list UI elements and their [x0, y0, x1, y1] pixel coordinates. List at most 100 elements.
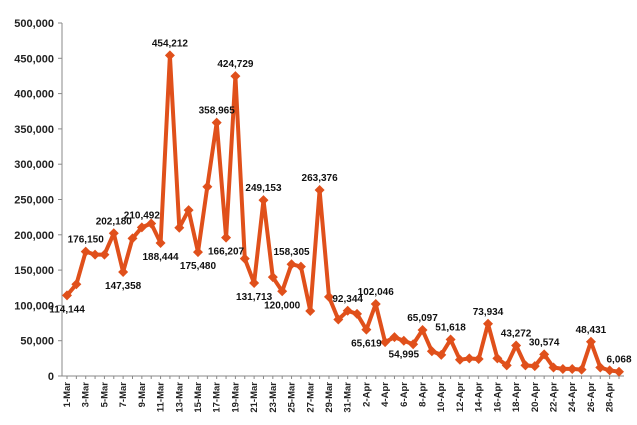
data-point-marker — [80, 246, 91, 257]
data-point-marker — [62, 290, 72, 301]
data-point-marker — [501, 360, 512, 371]
data-label: 73,934 — [473, 307, 504, 318]
x-tick-label: 13-Mar — [174, 382, 185, 413]
data-label: 131,713 — [236, 292, 273, 303]
y-tick-label: 100,000 — [14, 300, 54, 312]
y-tick-label: 400,000 — [14, 89, 54, 101]
x-tick-label: 9-Mar — [137, 382, 148, 408]
x-tick-label: 27-Mar — [305, 382, 316, 413]
data-label: 6,068 — [606, 355, 631, 366]
data-point-marker — [295, 261, 306, 272]
data-point-marker — [604, 365, 615, 376]
data-label: 48,431 — [576, 325, 607, 336]
data-point-marker — [567, 363, 578, 374]
x-tick-label: 18-Apr — [511, 382, 522, 412]
y-tick-label: 200,000 — [14, 230, 54, 242]
data-point-marker — [323, 291, 334, 302]
data-point-marker — [146, 218, 157, 229]
data-label: 249,153 — [245, 183, 282, 194]
x-axis-ticks: 1-Mar 3-Mar 5-Mar 7-Mar 9-Mar 11-Mar 13-Mar 15-… — [62, 376, 620, 413]
data-point-marker — [71, 279, 82, 290]
data-point-marker — [118, 266, 129, 277]
x-tick-label: 28-Apr — [605, 382, 616, 412]
x-tick-label: 12-Apr — [455, 382, 466, 412]
data-label: 175,480 — [180, 261, 217, 272]
data-point-marker — [426, 346, 437, 357]
data-label: 263,376 — [302, 173, 339, 184]
data-point-marker — [239, 253, 250, 264]
data-point-marker — [557, 363, 568, 374]
data-label: 102,046 — [358, 287, 395, 298]
data-point-marker — [389, 332, 400, 343]
x-tick-label: 8-Apr — [418, 382, 429, 407]
data-label: 454,212 — [152, 38, 189, 49]
x-tick-label: 24-Apr — [567, 382, 578, 412]
x-tick-label: 29-Mar — [324, 382, 335, 413]
data-label: 65,619 — [351, 339, 382, 350]
data-point-marker — [127, 233, 138, 244]
data-point-marker — [155, 237, 166, 248]
data-point-marker — [99, 249, 110, 260]
data-point-marker — [417, 325, 428, 336]
y-tick-label: 250,000 — [14, 195, 54, 207]
data-point-marker — [192, 247, 203, 258]
data-point-marker — [202, 181, 213, 192]
x-tick-label: 22-Apr — [549, 382, 560, 412]
x-tick-label: 4-Apr — [380, 382, 391, 407]
data-labels: 114,144 176,150 202,180 147,358 210,492 188,4… — [49, 38, 632, 365]
data-point-marker — [258, 195, 269, 206]
y-tick-label: 350,000 — [14, 124, 54, 136]
data-point-marker — [464, 353, 475, 364]
x-tick-label: 3-Mar — [81, 382, 92, 408]
data-point-marker — [249, 278, 260, 289]
data-point-marker — [221, 232, 232, 243]
x-tick-label: 19-Mar — [230, 382, 241, 413]
x-tick-label: 15-Mar — [193, 382, 204, 413]
data-point-marker — [511, 340, 522, 351]
data-label: 92,344 — [332, 294, 363, 305]
data-point-marker — [614, 366, 624, 377]
data-point-marker — [174, 222, 185, 233]
data-point-marker — [333, 314, 344, 325]
data-label: 188,444 — [142, 252, 179, 263]
data-label: 166,207 — [208, 247, 245, 258]
x-tick-label: 25-Mar — [287, 382, 298, 413]
x-tick-label: 2-Apr — [361, 382, 372, 407]
data-label: 51,618 — [435, 323, 466, 334]
data-label: 202,180 — [96, 216, 133, 227]
data-point-marker — [267, 272, 278, 283]
x-tick-label: 5-Mar — [99, 382, 110, 408]
data-point-marker — [445, 334, 456, 345]
data-label: 30,574 — [529, 337, 560, 348]
x-tick-label: 1-Mar — [62, 382, 73, 408]
data-point-marker — [548, 362, 559, 373]
data-label: 176,150 — [68, 235, 105, 246]
data-point-marker — [211, 117, 222, 128]
y-tick-label: 150,000 — [14, 265, 54, 277]
data-point-marker — [492, 353, 503, 364]
data-point-marker — [398, 335, 409, 346]
data-point-marker — [305, 306, 316, 317]
x-tick-label: 6-Apr — [399, 382, 410, 407]
y-tick-label: 300,000 — [14, 159, 54, 171]
x-tick-label: 23-Mar — [268, 382, 279, 413]
data-point-marker — [585, 336, 596, 347]
data-point-marker — [520, 360, 531, 371]
data-label: 147,358 — [105, 281, 142, 292]
data-point-marker — [483, 318, 494, 329]
data-point-marker — [380, 337, 391, 348]
x-tick-label: 11-Mar — [156, 382, 167, 412]
data-point-marker — [277, 286, 288, 297]
y-axis-ticks: 0 50,000 100,000 150,000 200,000 250,000 300,0… — [14, 18, 62, 383]
data-point-marker — [529, 361, 540, 372]
data-point-marker — [314, 185, 325, 196]
data-point-marker — [183, 205, 194, 216]
data-point-marker — [108, 228, 119, 239]
y-tick-label: 450,000 — [14, 53, 54, 65]
x-tick-label: 26-Apr — [586, 382, 597, 412]
data-point-marker — [408, 339, 419, 350]
x-tick-label: 31-Mar — [343, 382, 354, 413]
data-label: 210,492 — [124, 210, 161, 221]
y-tick-label: 50,000 — [20, 336, 54, 348]
